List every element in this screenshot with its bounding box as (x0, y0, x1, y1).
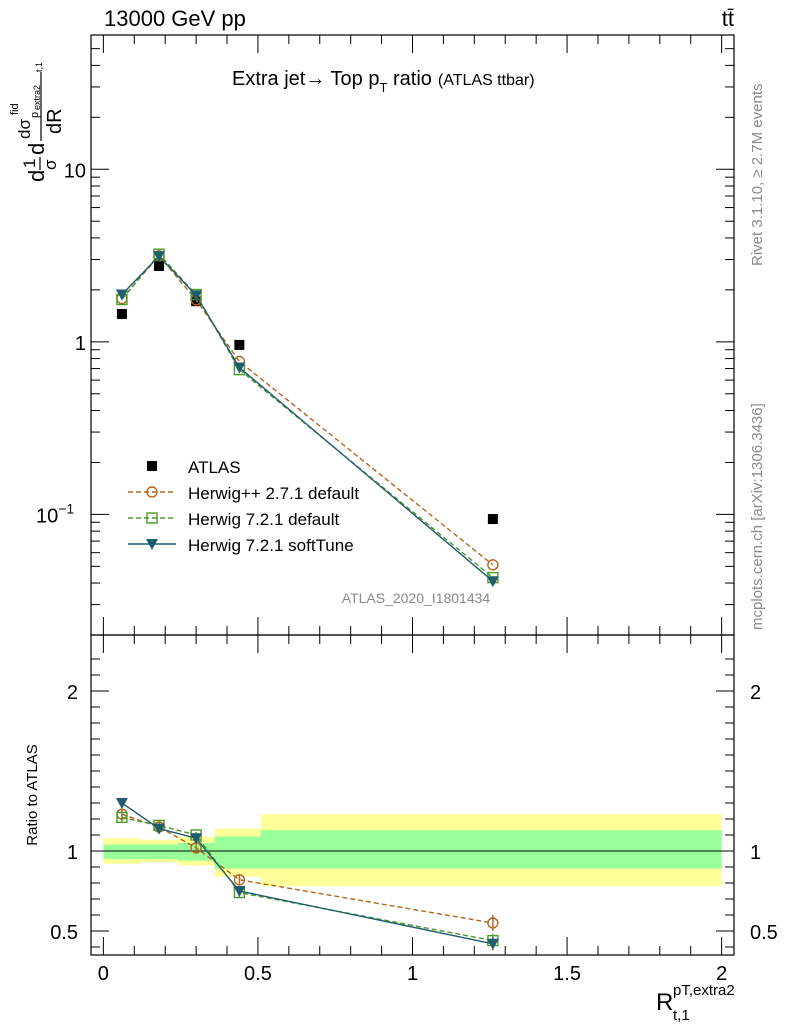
x-tick-label-3: 1.5 (553, 963, 581, 985)
main-series-layer (115, 248, 499, 588)
main-axis-ticks (91, 34, 734, 636)
ratio-band-inner-0 (103, 844, 141, 859)
header-left: 13000 GeV pp (104, 6, 246, 31)
ratio-band-inner-1 (140, 844, 178, 859)
ylabel-extra2: extra2 (32, 85, 42, 110)
main-y-tick-label-1: 1 (75, 333, 86, 355)
ratio-axis-ticks (91, 658, 734, 948)
ratio-y-tick-label-right-1: 1 (750, 842, 761, 864)
ylabel-dsigma: dσ (15, 119, 34, 139)
x-axis-label: R pT,extra2 t,1 (656, 982, 735, 1024)
title-small: (ATLAS ttbar) (438, 72, 535, 89)
main-y-tick-label-2: 10 (64, 160, 86, 182)
ratio-point-2-1 (153, 823, 166, 835)
main-point-0-4 (487, 514, 498, 525)
x-tick-label-1: 0.5 (244, 963, 272, 985)
legend-marker-0 (147, 461, 157, 471)
chart-title: Extra jet→ Top pT ratio (ATLAS ttbar) (232, 68, 535, 95)
ratio-series-layer (115, 798, 499, 951)
ylabel-d2: d (24, 143, 49, 155)
ylabel-fid: fid (9, 103, 21, 115)
legend-label-3: Herwig 7.2.1 softTune (188, 536, 354, 555)
tick-base: 10 (36, 505, 58, 527)
x-axis-ticks (102, 35, 723, 955)
ratio-y-tick-label-right-0: 0.5 (750, 922, 778, 944)
ratio-point-0-3 (233, 874, 246, 886)
x-tick-label-2: 1 (407, 963, 418, 985)
legend-label-0: ATLAS (188, 458, 241, 477)
title-sub: T (379, 80, 387, 95)
legend-label-1: Herwig++ 2.7.1 default (188, 484, 359, 503)
ratio-panel-frame (90, 634, 735, 956)
analysis-watermark: ATLAS_2020_I1801434 (342, 590, 491, 606)
ratio-point-0-4 (487, 917, 499, 929)
main-y-label: d 1 σ d dσ fid p extra2 t,1 dR (9, 62, 66, 182)
legend: ATLAS Herwig++ 2.7.1 default Herwig 7.2.1 … (128, 458, 359, 555)
ratio-y-tick-label-left-0: 0.5 (50, 922, 78, 944)
main-point-3-4 (486, 576, 499, 588)
ratio-point-2-2 (190, 833, 203, 845)
tick-exp: −1 (58, 500, 74, 516)
ratio-band-inner-3 (214, 836, 262, 869)
ratio-point-2-4 (486, 938, 499, 950)
title-main: Extra jet→ Top p (232, 68, 379, 90)
xlabel-sub: t,1 (673, 1007, 690, 1024)
ylabel-t1: t,1 (34, 62, 44, 72)
ylabel-sigma: σ (41, 159, 60, 170)
legend-marker-3 (146, 539, 158, 550)
ratio-band-inner-4 (261, 830, 722, 869)
ylabel-d1: d (24, 170, 49, 182)
main-y-tick-label-0: 10−1 (36, 500, 74, 527)
ratio-y-tick-label-right-2: 2 (750, 682, 761, 704)
legend-marker-1 (146, 486, 158, 498)
main-point-3-1 (153, 251, 166, 263)
main-point-0-0 (116, 308, 127, 319)
x-tick-labels: 0 0.5 1 1.5 2 (98, 963, 727, 985)
mcplots-label: mcplots.cern.ch [arXiv:1306.3436] (749, 403, 766, 630)
main-point-3-2 (190, 290, 203, 302)
title-tail: ratio (387, 68, 431, 90)
ratio-y-tick-label-left-2: 2 (67, 682, 78, 704)
ratio-point-1-0 (116, 811, 128, 824)
x-tick-label-4: 2 (716, 963, 727, 985)
legend-label-2: Herwig 7.2.1 default (188, 510, 339, 529)
ylabel-p: p (29, 112, 41, 118)
ylabel-one: 1 (20, 159, 39, 168)
ratio-point-2-0 (115, 798, 128, 809)
ylabel-dR: dR (44, 108, 66, 134)
main-point-3-0 (115, 289, 128, 301)
x-tick-label-0: 0 (98, 963, 109, 985)
ratio-band-layer (91, 814, 734, 887)
ratio-y-tick-labels: 0.5 0.5 1 1 2 2 (50, 682, 778, 944)
ratio-y-label: Ratio to ATLAS (24, 744, 41, 845)
xlabel-R: R (656, 989, 673, 1016)
legend-marker-2 (146, 512, 158, 524)
main-point-3-3 (233, 362, 246, 374)
rivet-label: Rivet 3.1.10, ≥ 2.7M events (749, 84, 766, 267)
main-point-0-1 (154, 261, 165, 272)
xlabel-sup: pT,extra2 (673, 982, 735, 999)
ratio-y-tick-label-left-1: 1 (67, 842, 78, 864)
main-point-1-4 (487, 559, 499, 571)
ratio-point-2-3 (233, 886, 246, 897)
main-point-0-3 (234, 339, 245, 350)
header-right: tt̄ (722, 6, 734, 31)
